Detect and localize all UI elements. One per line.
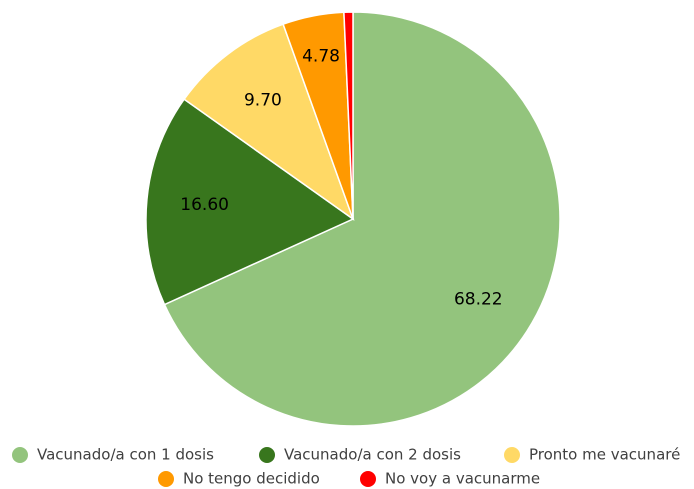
pie-slice xyxy=(343,11,354,220)
legend-label: No tengo decidido xyxy=(183,470,320,488)
value-label: 68.22 xyxy=(454,290,503,310)
legend-marker xyxy=(12,447,28,463)
value-label: 9.70 xyxy=(244,90,282,110)
legend-marker xyxy=(158,471,174,487)
legend-label: Vacunado/a con 2 dosis xyxy=(284,446,461,464)
pie-slice xyxy=(183,23,355,221)
legend-marker xyxy=(360,471,376,487)
pie-slice xyxy=(163,11,561,427)
legend-marker xyxy=(504,447,520,463)
pie-slice xyxy=(145,98,355,306)
legend-label: Pronto me vacunaré xyxy=(529,446,680,464)
value-label: 4.78 xyxy=(302,47,340,67)
legend-label: Vacunado/a con 1 dosis xyxy=(37,446,214,464)
legend-label: No voy a vacunarme xyxy=(385,470,540,488)
value-label: 16.60 xyxy=(180,195,229,215)
legend-marker xyxy=(259,447,275,463)
